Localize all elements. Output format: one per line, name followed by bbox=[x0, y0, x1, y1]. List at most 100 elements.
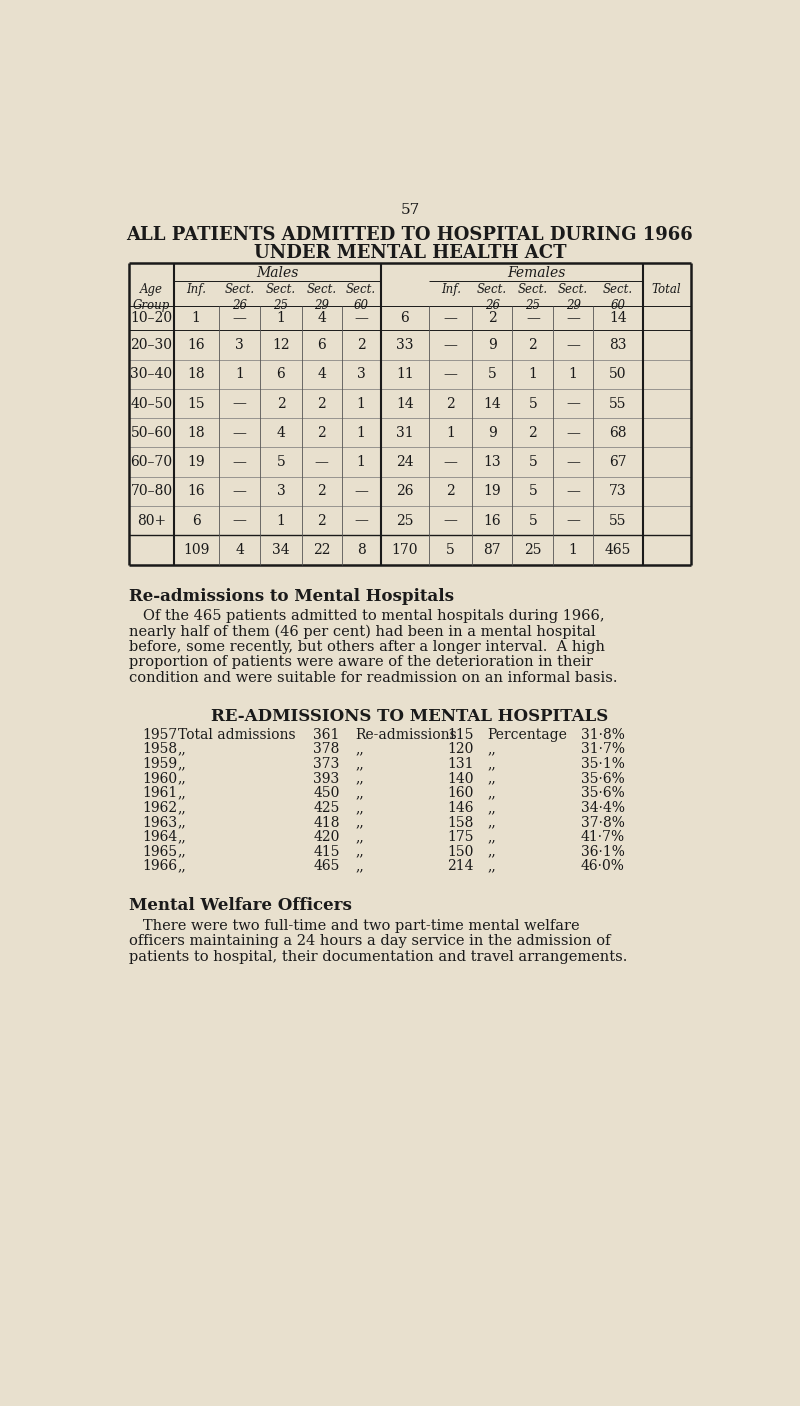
Text: 2: 2 bbox=[446, 396, 455, 411]
Text: before, some recently, but others after a longer interval.  A high: before, some recently, but others after … bbox=[130, 640, 606, 654]
Text: 10–20: 10–20 bbox=[130, 311, 173, 325]
Text: 2: 2 bbox=[488, 311, 497, 325]
Text: 1964: 1964 bbox=[142, 830, 178, 844]
Text: 9: 9 bbox=[488, 337, 497, 352]
Text: 50–60: 50–60 bbox=[130, 426, 173, 440]
Text: 1: 1 bbox=[235, 367, 244, 381]
Text: —: — bbox=[566, 396, 580, 411]
Text: —: — bbox=[444, 513, 458, 527]
Text: 1: 1 bbox=[529, 367, 538, 381]
Text: 158: 158 bbox=[447, 815, 474, 830]
Text: ,,: ,, bbox=[178, 756, 186, 770]
Text: 14: 14 bbox=[609, 311, 626, 325]
Text: 40–50: 40–50 bbox=[130, 396, 173, 411]
Text: 1961: 1961 bbox=[142, 786, 178, 800]
Text: 11: 11 bbox=[396, 367, 414, 381]
Text: 1: 1 bbox=[357, 396, 366, 411]
Text: Females: Females bbox=[506, 266, 565, 280]
Text: ,,: ,, bbox=[356, 830, 365, 844]
Text: 1957: 1957 bbox=[142, 728, 178, 742]
Text: 25: 25 bbox=[396, 513, 414, 527]
Text: 5: 5 bbox=[529, 396, 538, 411]
Text: 60–70: 60–70 bbox=[130, 456, 173, 470]
Text: 425: 425 bbox=[313, 801, 339, 815]
Text: 170: 170 bbox=[392, 543, 418, 557]
Text: 24: 24 bbox=[396, 456, 414, 470]
Text: 4: 4 bbox=[277, 426, 286, 440]
Text: —: — bbox=[444, 337, 458, 352]
Text: 3: 3 bbox=[235, 337, 244, 352]
Text: —: — bbox=[233, 426, 246, 440]
Text: ,,: ,, bbox=[356, 859, 365, 873]
Text: 1963: 1963 bbox=[142, 815, 178, 830]
Text: ,,: ,, bbox=[178, 815, 186, 830]
Text: 1: 1 bbox=[569, 367, 578, 381]
Text: 33: 33 bbox=[396, 337, 414, 352]
Text: —: — bbox=[354, 513, 368, 527]
Text: 373: 373 bbox=[313, 756, 339, 770]
Text: 1962: 1962 bbox=[142, 801, 178, 815]
Text: 5: 5 bbox=[446, 543, 455, 557]
Text: —: — bbox=[354, 311, 368, 325]
Text: condition and were suitable for readmission on an informal basis.: condition and were suitable for readmiss… bbox=[130, 671, 618, 685]
Text: 2: 2 bbox=[318, 484, 326, 498]
Text: 465: 465 bbox=[313, 859, 339, 873]
Text: 2: 2 bbox=[529, 337, 538, 352]
Text: 15: 15 bbox=[187, 396, 205, 411]
Text: 68: 68 bbox=[609, 426, 626, 440]
Text: ,,: ,, bbox=[356, 845, 365, 859]
Text: 393: 393 bbox=[313, 772, 339, 786]
Text: 18: 18 bbox=[187, 367, 205, 381]
Text: —: — bbox=[566, 456, 580, 470]
Text: 26: 26 bbox=[396, 484, 414, 498]
Text: ,,: ,, bbox=[178, 830, 186, 844]
Text: 31: 31 bbox=[396, 426, 414, 440]
Text: —: — bbox=[566, 484, 580, 498]
Text: 30–40: 30–40 bbox=[130, 367, 173, 381]
Text: ,,: ,, bbox=[356, 786, 365, 800]
Text: 115: 115 bbox=[447, 728, 474, 742]
Text: ,,: ,, bbox=[178, 859, 186, 873]
Text: Sect.
26: Sect. 26 bbox=[477, 283, 507, 312]
Text: Males: Males bbox=[256, 266, 298, 280]
Text: —: — bbox=[233, 396, 246, 411]
Text: ,,: ,, bbox=[487, 845, 496, 859]
Text: 35·6%: 35·6% bbox=[581, 786, 624, 800]
Text: UNDER MENTAL HEALTH ACT: UNDER MENTAL HEALTH ACT bbox=[254, 245, 566, 262]
Text: ,,: ,, bbox=[487, 742, 496, 756]
Text: 4: 4 bbox=[318, 367, 326, 381]
Text: 2: 2 bbox=[446, 484, 455, 498]
Text: Sect.
25: Sect. 25 bbox=[266, 283, 296, 312]
Text: 41·7%: 41·7% bbox=[581, 830, 625, 844]
Text: 13: 13 bbox=[483, 456, 501, 470]
Text: 2: 2 bbox=[318, 426, 326, 440]
Text: Sect.
25: Sect. 25 bbox=[518, 283, 548, 312]
Text: 87: 87 bbox=[483, 543, 501, 557]
Text: 19: 19 bbox=[483, 484, 501, 498]
Text: ,,: ,, bbox=[487, 830, 496, 844]
Text: —: — bbox=[526, 311, 540, 325]
Text: ,,: ,, bbox=[178, 845, 186, 859]
Text: Total: Total bbox=[652, 283, 682, 295]
Text: 73: 73 bbox=[609, 484, 626, 498]
Text: ,,: ,, bbox=[487, 772, 496, 786]
Text: Re-admissions: Re-admissions bbox=[356, 728, 458, 742]
Text: —: — bbox=[566, 426, 580, 440]
Text: 2: 2 bbox=[318, 513, 326, 527]
Text: Of the 465 patients admitted to mental hospitals during 1966,: Of the 465 patients admitted to mental h… bbox=[130, 609, 605, 623]
Text: 19: 19 bbox=[187, 456, 205, 470]
Text: Mental Welfare Officers: Mental Welfare Officers bbox=[130, 897, 352, 914]
Text: 418: 418 bbox=[313, 815, 340, 830]
Text: ,,: ,, bbox=[487, 756, 496, 770]
Text: 2: 2 bbox=[277, 396, 286, 411]
Text: 214: 214 bbox=[447, 859, 474, 873]
Text: 5: 5 bbox=[529, 484, 538, 498]
Text: 450: 450 bbox=[313, 786, 339, 800]
Text: 34: 34 bbox=[272, 543, 290, 557]
Text: 1: 1 bbox=[357, 426, 366, 440]
Text: 3: 3 bbox=[277, 484, 286, 498]
Text: 1958: 1958 bbox=[142, 742, 178, 756]
Text: 420: 420 bbox=[313, 830, 339, 844]
Text: ,,: ,, bbox=[487, 815, 496, 830]
Text: 1: 1 bbox=[569, 543, 578, 557]
